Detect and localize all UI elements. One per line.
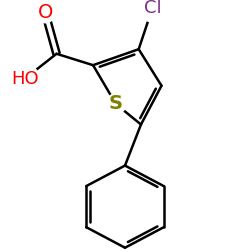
Text: Cl: Cl bbox=[144, 0, 161, 17]
Text: HO: HO bbox=[11, 70, 38, 88]
Text: S: S bbox=[109, 94, 123, 114]
Circle shape bbox=[106, 94, 126, 114]
Text: O: O bbox=[38, 3, 53, 22]
Circle shape bbox=[10, 64, 39, 94]
Circle shape bbox=[35, 3, 55, 23]
Circle shape bbox=[139, 0, 166, 22]
